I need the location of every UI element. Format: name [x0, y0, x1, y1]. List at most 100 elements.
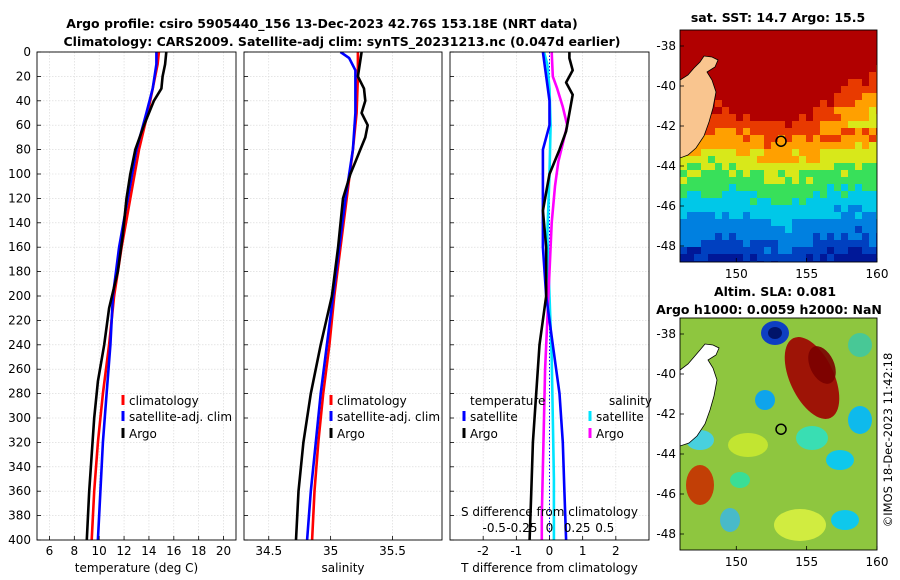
sst-cell: [876, 107, 877, 115]
difference-panel: -2 -1 0 1 2 -0.5 -0.25 0 0.25 0.5 temperature sali…: [449, 51, 652, 575]
sst-cell: [750, 30, 758, 38]
sst-cell: [743, 72, 751, 80]
depth-tick-label: 340: [8, 460, 31, 474]
sst-cell: [792, 114, 800, 122]
sst-cell: [764, 107, 772, 115]
sst-cell: [841, 177, 849, 185]
sst-cell: [701, 156, 709, 164]
sst-cell: [834, 205, 842, 213]
sst-cell: [778, 128, 786, 136]
sst-cell: [862, 170, 870, 178]
sst-xtick-label: 160: [866, 267, 889, 281]
sst-cell: [841, 37, 849, 45]
sst-cell: [813, 114, 821, 122]
sst-cell: [750, 51, 758, 59]
sst-cell: [869, 114, 877, 122]
sst-cell: [722, 142, 730, 150]
sst-cell: [722, 191, 730, 199]
sst-cell: [855, 51, 863, 59]
sst-cell: [792, 51, 800, 59]
sst-cell: [785, 93, 793, 101]
sst-cell: [848, 149, 856, 157]
depth-tick-label: 100: [8, 167, 31, 181]
sst-cell: [694, 212, 702, 220]
sst-map-ticks: 150 155 160 -38 -40 -42 -44 -46 -48: [656, 39, 888, 281]
difference-ticks: -2 -1 0 1 2 -0.5 -0.25 0 0.25 0.5: [450, 51, 620, 558]
salinity-grid: [244, 51, 442, 541]
sst-cell: [862, 247, 870, 255]
sst-cell: [778, 184, 786, 192]
sst-cell: [841, 142, 849, 150]
sst-cell: [722, 233, 730, 241]
sst-cell: [869, 44, 877, 52]
sst-cell: [701, 184, 709, 192]
sla-anomaly-blob: [720, 508, 740, 532]
sst-cell: [715, 212, 723, 220]
sst-cell: [694, 156, 702, 164]
sst-cell: [820, 191, 828, 199]
sst-cell: [841, 107, 849, 115]
sst-cell: [687, 170, 695, 178]
temperature-legend: climatology satellite-adj. clim Argo: [121, 394, 232, 441]
sst-cell: [813, 191, 821, 199]
sst-cell: [869, 184, 877, 192]
sst-cell: [820, 142, 828, 150]
temperature-series-line: [96, 52, 158, 540]
sst-cell: [862, 142, 870, 150]
sst-cell: [862, 86, 870, 94]
sst-cell: [834, 240, 842, 248]
sst-cell: [869, 135, 877, 143]
sst-cell: [799, 205, 807, 213]
sst-cell: [764, 65, 772, 73]
sst-cell: [806, 58, 814, 66]
sst-cell: [799, 51, 807, 59]
sst-cell: [855, 191, 863, 199]
sst-cell: [827, 30, 835, 38]
sst-cell: [792, 149, 800, 157]
sst-cell: [708, 219, 716, 227]
sst-cell: [771, 184, 779, 192]
sst-cell: [778, 205, 786, 213]
temperature-argo-diff-line: [528, 52, 575, 540]
sst-cell: [736, 79, 744, 87]
sst-cell: [736, 86, 744, 94]
temperature-xlabel: temperature (deg C): [75, 561, 198, 575]
sst-cell: [736, 128, 744, 136]
sst-cell: [834, 58, 842, 66]
sst-cell: [869, 198, 877, 206]
sst-cell: [806, 114, 814, 122]
sst-cell: [820, 177, 828, 185]
sst-cell: [750, 79, 758, 87]
sst-cell: [764, 254, 772, 262]
sst-cell: [855, 93, 863, 101]
sst-cell: [799, 156, 807, 164]
sst-cell: [806, 177, 814, 185]
sst-cell: [876, 44, 877, 52]
sst-cell: [764, 58, 772, 66]
sst-cell: [778, 170, 786, 178]
sst-cell: [750, 191, 758, 199]
sst-cell: [813, 128, 821, 136]
sst-cell: [687, 247, 695, 255]
sst-cell: [834, 44, 842, 52]
sst-cell: [722, 184, 730, 192]
sst-cell: [715, 44, 723, 52]
sst-cell: [708, 198, 716, 206]
temperature-ticks: 6 8 10 12 14 16 18 2002040608010012014016018020…: [8, 45, 231, 558]
sst-cell: [785, 79, 793, 87]
sst-cell: [694, 44, 702, 52]
difference-xtick-label: 1: [579, 544, 587, 558]
sst-cell: [680, 254, 688, 262]
sla-map-anomalies: [686, 321, 872, 541]
sst-cell: [743, 198, 751, 206]
sst-cell: [827, 177, 835, 185]
sst-cell: [869, 177, 877, 185]
sst-cell: [701, 240, 709, 248]
sst-cell: [834, 184, 842, 192]
sst-cell: [855, 142, 863, 150]
sst-cell: [827, 86, 835, 94]
sst-cell: [827, 149, 835, 157]
sst-cell: [855, 128, 863, 136]
sst-cell: [729, 93, 737, 101]
sst-cell: [834, 51, 842, 59]
